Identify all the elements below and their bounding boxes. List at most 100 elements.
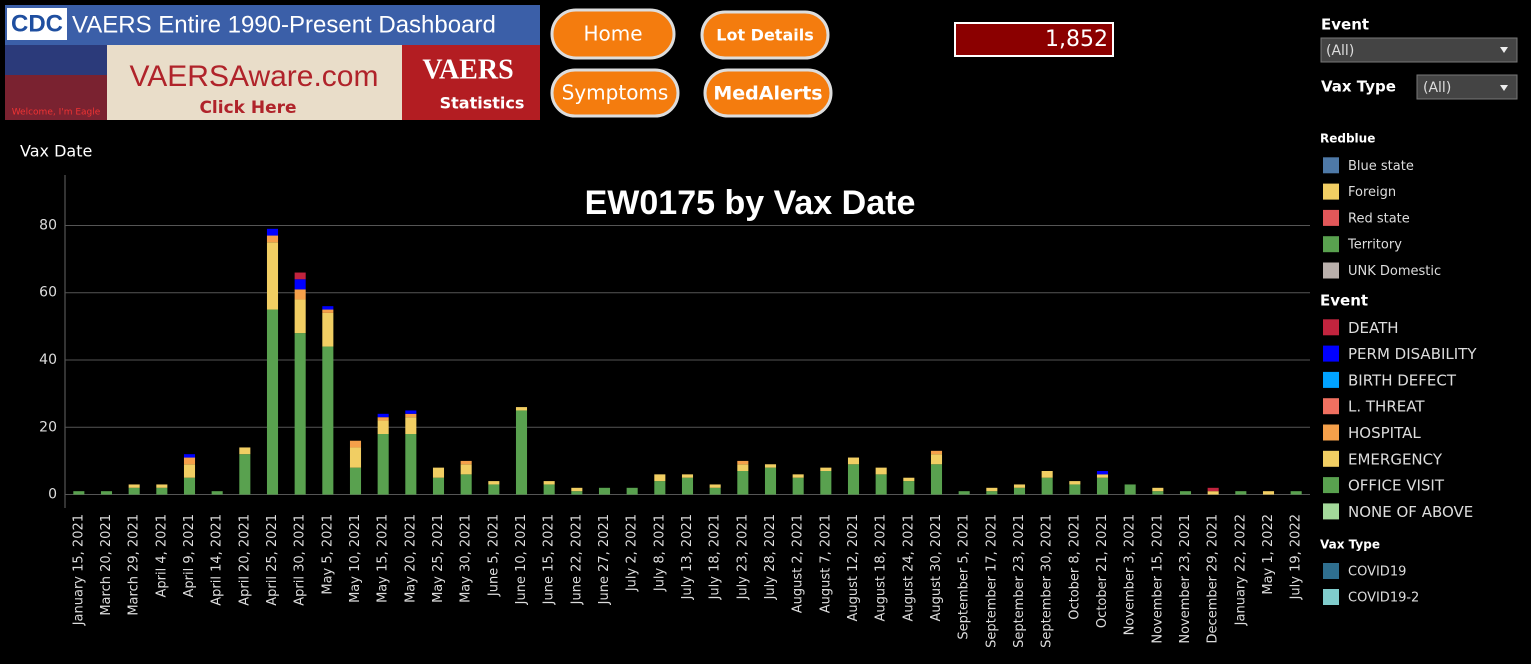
y-tick-label: 60 bbox=[39, 285, 57, 301]
bar-segment bbox=[958, 491, 970, 495]
x-tick-label: September 23, 2021 bbox=[1012, 514, 1027, 648]
bar-segment bbox=[847, 457, 860, 465]
x-tick-label: April 25, 2021 bbox=[265, 514, 280, 606]
site-link[interactable] bbox=[107, 45, 402, 120]
x-tick-label: May 25, 2021 bbox=[431, 514, 446, 603]
legend-swatch bbox=[1323, 477, 1339, 494]
bar-segment bbox=[1262, 491, 1275, 495]
bar-segment bbox=[1152, 487, 1164, 492]
legend-swatch bbox=[1323, 319, 1339, 336]
x-tick-label: September 30, 2021 bbox=[1040, 514, 1055, 648]
x-tick-label: October 21, 2021 bbox=[1095, 514, 1110, 628]
vax-type-dropdown[interactable] bbox=[1416, 74, 1518, 100]
dropdown-arrow bbox=[1500, 85, 1508, 91]
y-tick-label: 20 bbox=[39, 419, 57, 435]
bar-segment bbox=[183, 457, 196, 465]
bar-segment bbox=[875, 467, 887, 475]
bar-segment bbox=[183, 454, 196, 458]
x-tick-label: November 3, 2021 bbox=[1123, 514, 1138, 635]
bar-segment bbox=[681, 474, 694, 478]
x-tick-label: May 20, 2021 bbox=[403, 514, 418, 603]
bar-segment bbox=[266, 235, 279, 243]
eagle-flag bbox=[5, 45, 107, 75]
bar-segment bbox=[709, 484, 721, 488]
x-tick-label: April 20, 2021 bbox=[237, 514, 252, 606]
bar-segment bbox=[571, 491, 583, 495]
bar-segment bbox=[488, 484, 500, 495]
y-tick-label: 0 bbox=[48, 487, 57, 503]
bar-segment bbox=[488, 481, 500, 485]
bar-segment bbox=[211, 491, 223, 495]
bar-segment bbox=[875, 474, 887, 495]
x-tick-label: April 30, 2021 bbox=[293, 514, 308, 606]
x-tick-label: July 13, 2021 bbox=[680, 514, 695, 600]
legend-swatch bbox=[1323, 503, 1339, 520]
button[interactable] bbox=[550, 68, 680, 118]
bar-segment bbox=[737, 460, 749, 465]
bar-segment bbox=[1124, 484, 1136, 495]
x-tick-label: August 2, 2021 bbox=[791, 514, 806, 613]
button[interactable] bbox=[700, 10, 830, 60]
bar-segment bbox=[183, 477, 196, 495]
x-tick-label: July 2, 2021 bbox=[625, 514, 640, 592]
bar-segment bbox=[1096, 477, 1109, 495]
button[interactable] bbox=[550, 8, 676, 60]
x-tick-label: March 29, 2021 bbox=[127, 514, 142, 616]
bar-segment bbox=[266, 228, 279, 236]
legend-label: PERM DISABILITY bbox=[1348, 345, 1477, 363]
bar-segment bbox=[515, 407, 528, 411]
bar-segment bbox=[820, 471, 832, 495]
bar-segment bbox=[1013, 484, 1026, 488]
button[interactable] bbox=[703, 68, 833, 118]
x-tick-label: July 8, 2021 bbox=[652, 514, 667, 592]
legend-swatch bbox=[1323, 398, 1339, 415]
x-tick-label: May 1, 2022 bbox=[1261, 514, 1276, 595]
event-dropdown[interactable] bbox=[1320, 37, 1518, 63]
chart-title: EW0175 by Vax Date bbox=[585, 184, 916, 222]
filter-label: Vax Type bbox=[1321, 78, 1396, 96]
legend-swatch bbox=[1323, 183, 1339, 200]
bar-segment bbox=[515, 410, 528, 495]
site-link-text: Click Here bbox=[199, 98, 296, 118]
legend-swatch bbox=[1323, 262, 1339, 279]
bar-segment bbox=[903, 477, 915, 482]
legend-title: Redblue bbox=[1320, 132, 1375, 146]
logo-subtitle: Statistics bbox=[440, 94, 525, 113]
bar-segment bbox=[322, 312, 334, 347]
x-tick-label: April 9, 2021 bbox=[182, 514, 197, 597]
bar-segment bbox=[654, 481, 666, 495]
bar-segment bbox=[100, 491, 113, 495]
legend-label: HOSPITAL bbox=[1348, 424, 1421, 442]
logo-title: VAERS bbox=[422, 54, 513, 85]
x-tick-label: May 10, 2021 bbox=[348, 514, 363, 603]
eagle-caption: Welcome, I'm Eagle bbox=[12, 108, 101, 118]
bar-segment bbox=[405, 410, 417, 414]
bar-segment bbox=[322, 309, 334, 313]
bar-segment bbox=[737, 471, 749, 495]
y-tick-label: 40 bbox=[39, 352, 57, 368]
bar-segment bbox=[1041, 471, 1053, 478]
x-tick-label: July 18, 2021 bbox=[708, 514, 723, 600]
bar-segment bbox=[1179, 491, 1192, 495]
x-tick-label: June 15, 2021 bbox=[542, 514, 557, 605]
legend-title: Vax Type bbox=[1320, 538, 1380, 552]
bar-segment bbox=[405, 417, 417, 434]
legend-swatch bbox=[1323, 157, 1339, 174]
legend-swatch bbox=[1323, 589, 1339, 605]
x-tick-label: May 15, 2021 bbox=[376, 514, 391, 603]
x-tick-label: July 19, 2022 bbox=[1289, 514, 1304, 600]
x-tick-label: October 8, 2021 bbox=[1067, 514, 1082, 620]
filter-value: (All) bbox=[1326, 43, 1354, 59]
legend-label: NONE OF ABOVE bbox=[1348, 503, 1473, 521]
bar-segment bbox=[1290, 491, 1302, 495]
bar-segment bbox=[183, 464, 196, 478]
bar-segment bbox=[1069, 481, 1081, 485]
x-tick-label: August 18, 2021 bbox=[874, 514, 889, 622]
x-tick-label: April 14, 2021 bbox=[210, 514, 225, 606]
bar-segment bbox=[986, 487, 998, 492]
legend-label: UNK Domestic bbox=[1348, 264, 1441, 279]
x-tick-label: December 29, 2021 bbox=[1206, 514, 1221, 643]
vaers-logo[interactable] bbox=[402, 45, 540, 120]
bar-segment bbox=[156, 487, 168, 495]
